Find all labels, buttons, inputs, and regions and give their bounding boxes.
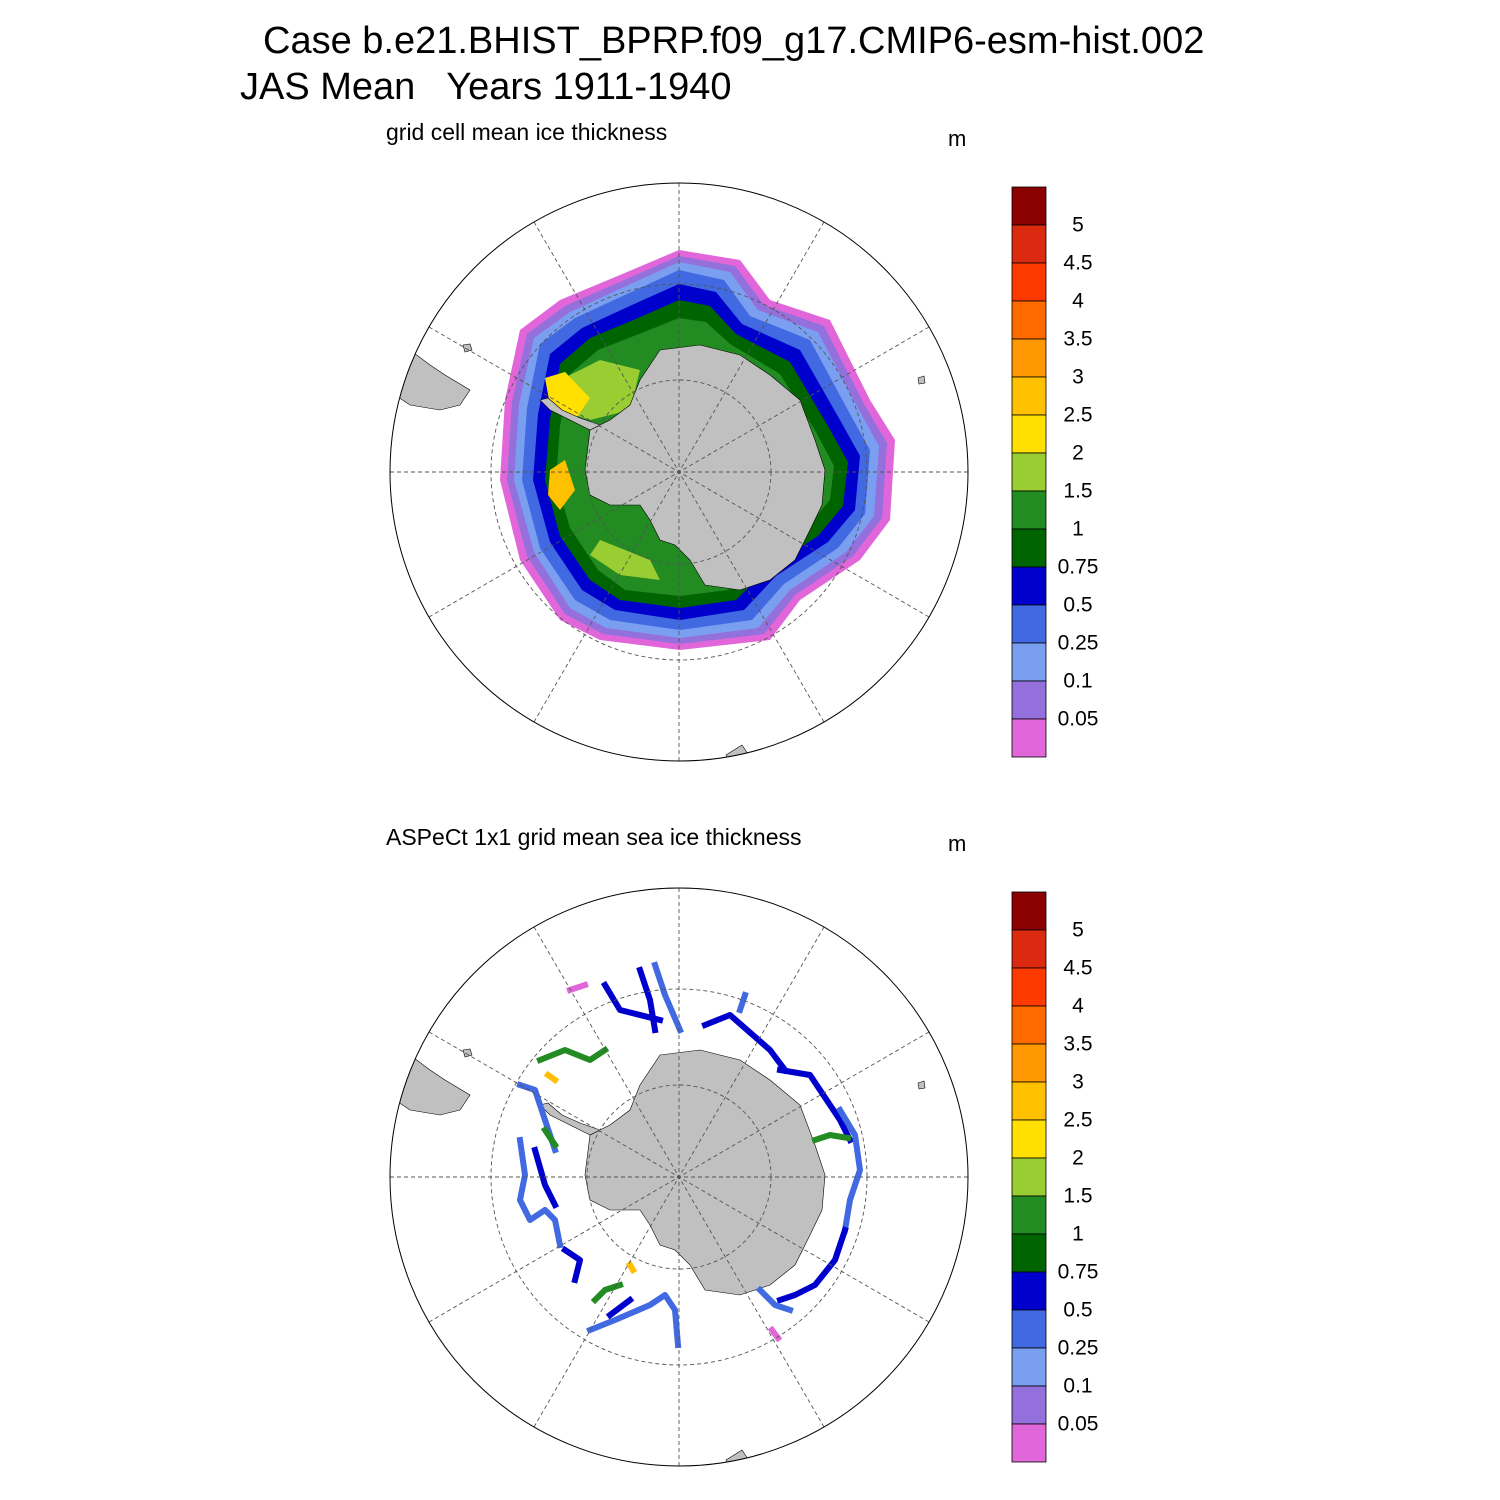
panel2-subtitle: ASPeCt 1x1 grid mean sea ice thickness xyxy=(386,824,802,850)
ship-tracks xyxy=(516,961,863,1349)
panel1-colorbar-label: 2 xyxy=(1072,441,1084,465)
panel2-colorbar-label: 3 xyxy=(1072,1070,1084,1094)
panel1-colorbar-swatch xyxy=(1011,718,1047,758)
panel1-colorbar-swatch xyxy=(1011,642,1047,682)
panel1-colorbar-swatch xyxy=(1011,300,1047,340)
panel2-units: m xyxy=(948,831,967,856)
panel1-colorbar-swatch xyxy=(1011,604,1047,644)
panel2-colorbar-label: 0.05 xyxy=(1057,1412,1099,1436)
panel1-colorbar-swatch xyxy=(1011,224,1047,264)
panel2-colorbar-label: 0.25 xyxy=(1057,1336,1099,1360)
figure-title-line1: Case b.e21.BHIST_BPRP.f09_g17.CMIP6-esm-… xyxy=(263,20,1205,62)
panel1-colorbar-swatch xyxy=(1011,262,1047,302)
panel1-colorbar-label: 0.25 xyxy=(1057,631,1099,655)
panel1-colorbar-label: 4 xyxy=(1072,289,1084,313)
panel1-map xyxy=(389,182,969,762)
panel2-colorbar-label: 1.5 xyxy=(1063,1184,1093,1208)
island-falklands xyxy=(462,1048,473,1058)
panel2-colorbar-swatch xyxy=(1011,967,1047,1007)
panel2-colorbar-label: 4 xyxy=(1072,994,1084,1018)
panel1-colorbar-swatch xyxy=(1011,566,1047,606)
panel2-colorbar-swatch xyxy=(1011,1233,1047,1273)
panel2-colorbar-swatch xyxy=(1011,1157,1047,1197)
panel2-colorbar-label: 5 xyxy=(1072,918,1084,942)
island-falklands xyxy=(462,343,473,353)
panel2-colorbar-label: 0.5 xyxy=(1063,1298,1093,1322)
panel1-colorbar-label: 0.1 xyxy=(1063,669,1093,693)
panel1-units: m xyxy=(948,126,967,151)
panel1-colorbar-swatch xyxy=(1011,376,1047,416)
antarctica-land xyxy=(584,344,826,591)
island-kerguelen xyxy=(917,375,926,385)
panel2-colorbar-swatch xyxy=(1011,1423,1047,1463)
panel1-colorbar-swatch xyxy=(1011,414,1047,454)
figure-title-line2: JAS Mean Years 1911-1940 xyxy=(240,66,732,108)
panel2-map xyxy=(389,887,969,1467)
panel1-colorbar-label: 5 xyxy=(1072,213,1084,237)
antarctica-land xyxy=(584,1049,826,1296)
panel1-colorbar-label: 4.5 xyxy=(1063,251,1093,275)
panel1-colorbar xyxy=(1011,186,1047,758)
ice-band-2.5-coast xyxy=(548,460,575,510)
panel1-colorbar-label: 0.05 xyxy=(1057,707,1099,731)
panel1-colorbar-label: 3.5 xyxy=(1063,327,1093,351)
panel2-colorbar-label: 2 xyxy=(1072,1146,1084,1170)
panel2-colorbar-label: 3.5 xyxy=(1063,1032,1093,1056)
panel2-colorbar-swatch xyxy=(1011,1081,1047,1121)
panel2-colorbar-swatch xyxy=(1011,1347,1047,1387)
panel1-colorbar-swatch xyxy=(1011,528,1047,568)
panel2-colorbar-swatch xyxy=(1011,929,1047,969)
panel1-subtitle: grid cell mean ice thickness xyxy=(386,119,668,145)
panel2-colorbar-swatch xyxy=(1011,1271,1047,1311)
panel2-colorbar-swatch xyxy=(1011,1385,1047,1425)
panel2-colorbar-label: 0.75 xyxy=(1057,1260,1099,1284)
panel2-colorbar-swatch xyxy=(1011,1005,1047,1045)
panel1-colorbar-swatch xyxy=(1011,452,1047,492)
panel1-colorbar-label: 2.5 xyxy=(1063,403,1093,427)
panel1-colorbar-label: 0.5 xyxy=(1063,593,1093,617)
panel1-colorbar-swatch xyxy=(1011,490,1047,530)
panel2-colorbar-label: 1 xyxy=(1072,1222,1084,1246)
panel2-colorbar xyxy=(1011,891,1047,1463)
panel1-colorbar-label: 3 xyxy=(1072,365,1084,389)
panel1-colorbar-label: 1 xyxy=(1072,517,1084,541)
panel2-colorbar-swatch xyxy=(1011,1195,1047,1235)
panel1-colorbar-swatch xyxy=(1011,680,1047,720)
panel1-colorbar-swatch xyxy=(1011,186,1047,226)
ice-band-2-ross xyxy=(590,540,660,580)
panel2-colorbar-swatch xyxy=(1011,1119,1047,1159)
panel2-colorbar-swatch xyxy=(1011,1043,1047,1083)
panel2-colorbar-swatch xyxy=(1011,1309,1047,1349)
panel1-colorbar-swatch xyxy=(1011,338,1047,378)
panel2-colorbar-label: 2.5 xyxy=(1063,1108,1093,1132)
panel1-colorbar-label: 0.75 xyxy=(1057,555,1099,579)
panel2-colorbar-label: 0.1 xyxy=(1063,1374,1093,1398)
island-kerguelen xyxy=(917,1080,926,1090)
panel2-colorbar-label: 4.5 xyxy=(1063,956,1093,980)
panel1-colorbar-label: 1.5 xyxy=(1063,479,1093,503)
panel2-colorbar-swatch xyxy=(1011,891,1047,931)
